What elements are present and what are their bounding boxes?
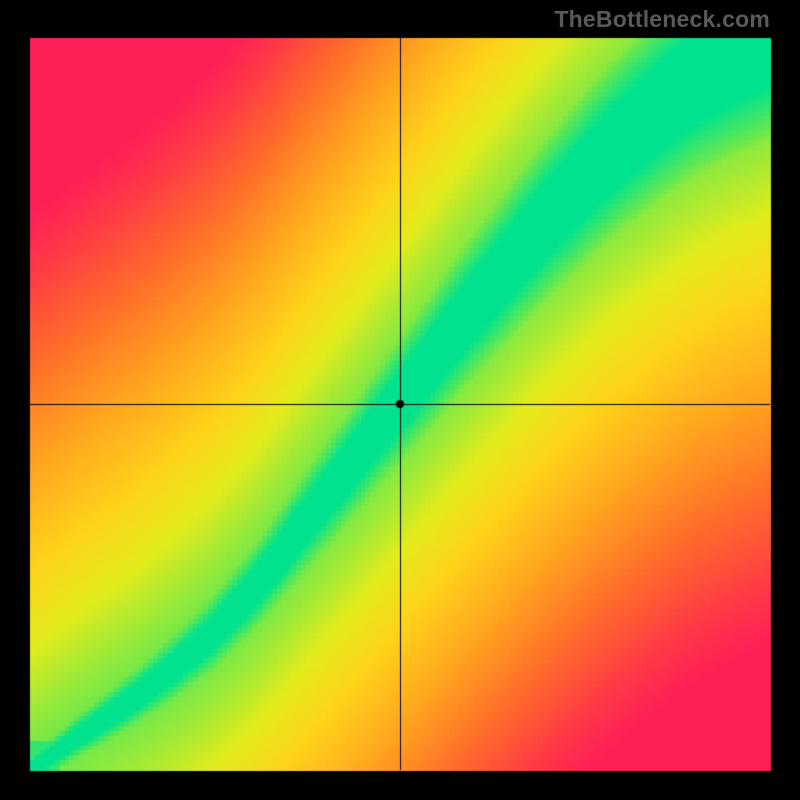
bottleneck-heatmap	[0, 0, 800, 800]
